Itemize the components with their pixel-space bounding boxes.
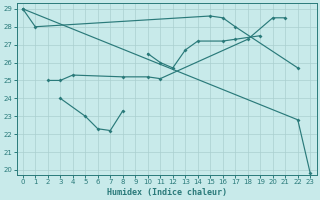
X-axis label: Humidex (Indice chaleur): Humidex (Indice chaleur) <box>107 188 227 197</box>
